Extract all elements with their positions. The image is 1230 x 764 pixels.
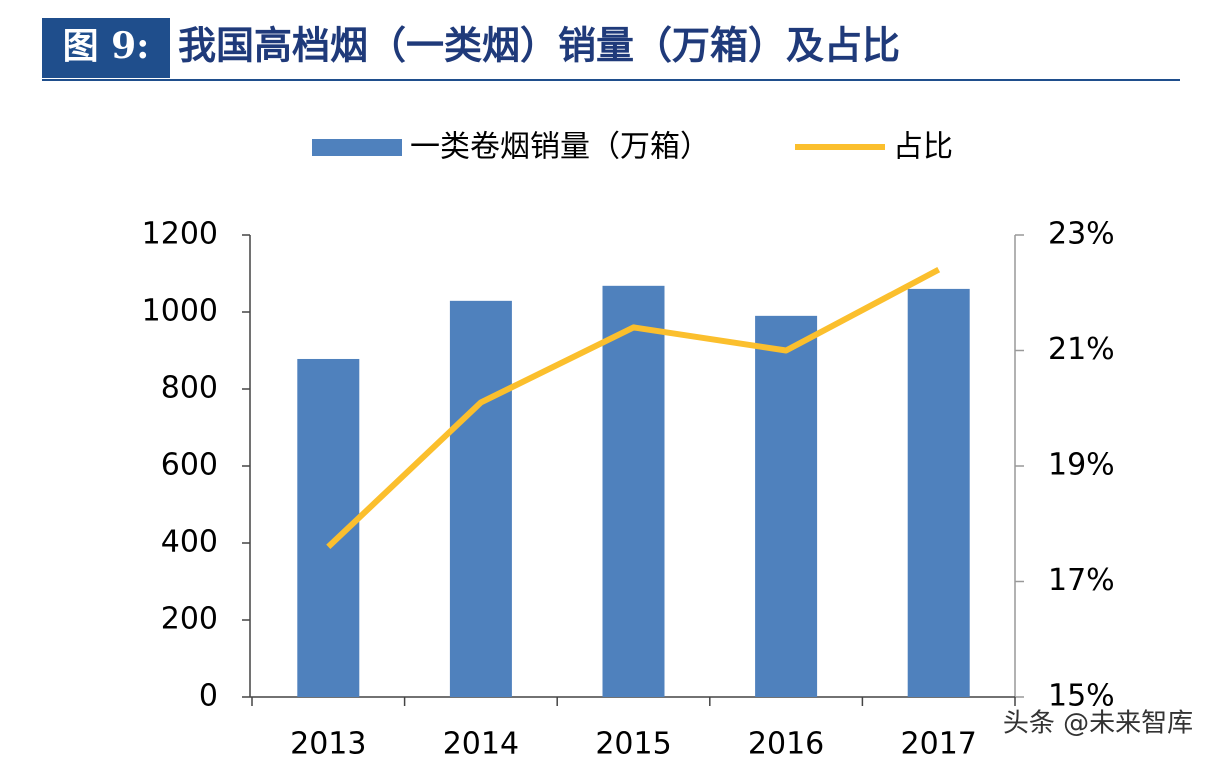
y-tick-label: 1200	[142, 217, 218, 252]
line	[326, 266, 941, 550]
bar	[907, 288, 970, 697]
x-tick-label: 2014	[443, 727, 519, 762]
figure-label: 图 9:	[63, 25, 150, 67]
x-tick-label: 2015	[595, 727, 671, 762]
y-tick-label: 800	[161, 371, 218, 406]
chart-title: 我国高档烟（一类烟）销量（万箱）及占比	[178, 23, 900, 68]
y-tick-label: 0	[199, 679, 218, 714]
y-tick-label: 1000	[142, 294, 218, 329]
y-tick-label: 400	[161, 525, 218, 560]
y-tick-label: 200	[161, 602, 218, 637]
y2-tick-label: 15%	[1048, 679, 1115, 714]
y2-tick-label: 17%	[1048, 563, 1115, 598]
legend-swatch	[312, 139, 402, 156]
bar	[449, 300, 512, 697]
y2-tick-label: 23%	[1048, 217, 1115, 252]
x-tick-label: 2016	[748, 727, 824, 762]
bar	[602, 285, 665, 697]
figure-label-box	[42, 18, 170, 78]
watermark: 头条 @未来智库	[1003, 709, 1193, 739]
y2-tick-label: 19%	[1048, 448, 1115, 483]
x-tick-label: 2017	[901, 727, 977, 762]
y-tick-label: 600	[161, 448, 218, 483]
legend-label: 占比	[893, 130, 953, 165]
x-tick-label: 2013	[290, 727, 366, 762]
bar	[755, 315, 818, 697]
y2-tick-label: 21%	[1048, 332, 1115, 367]
legend-label: 一类卷烟销量（万箱）	[410, 130, 710, 165]
